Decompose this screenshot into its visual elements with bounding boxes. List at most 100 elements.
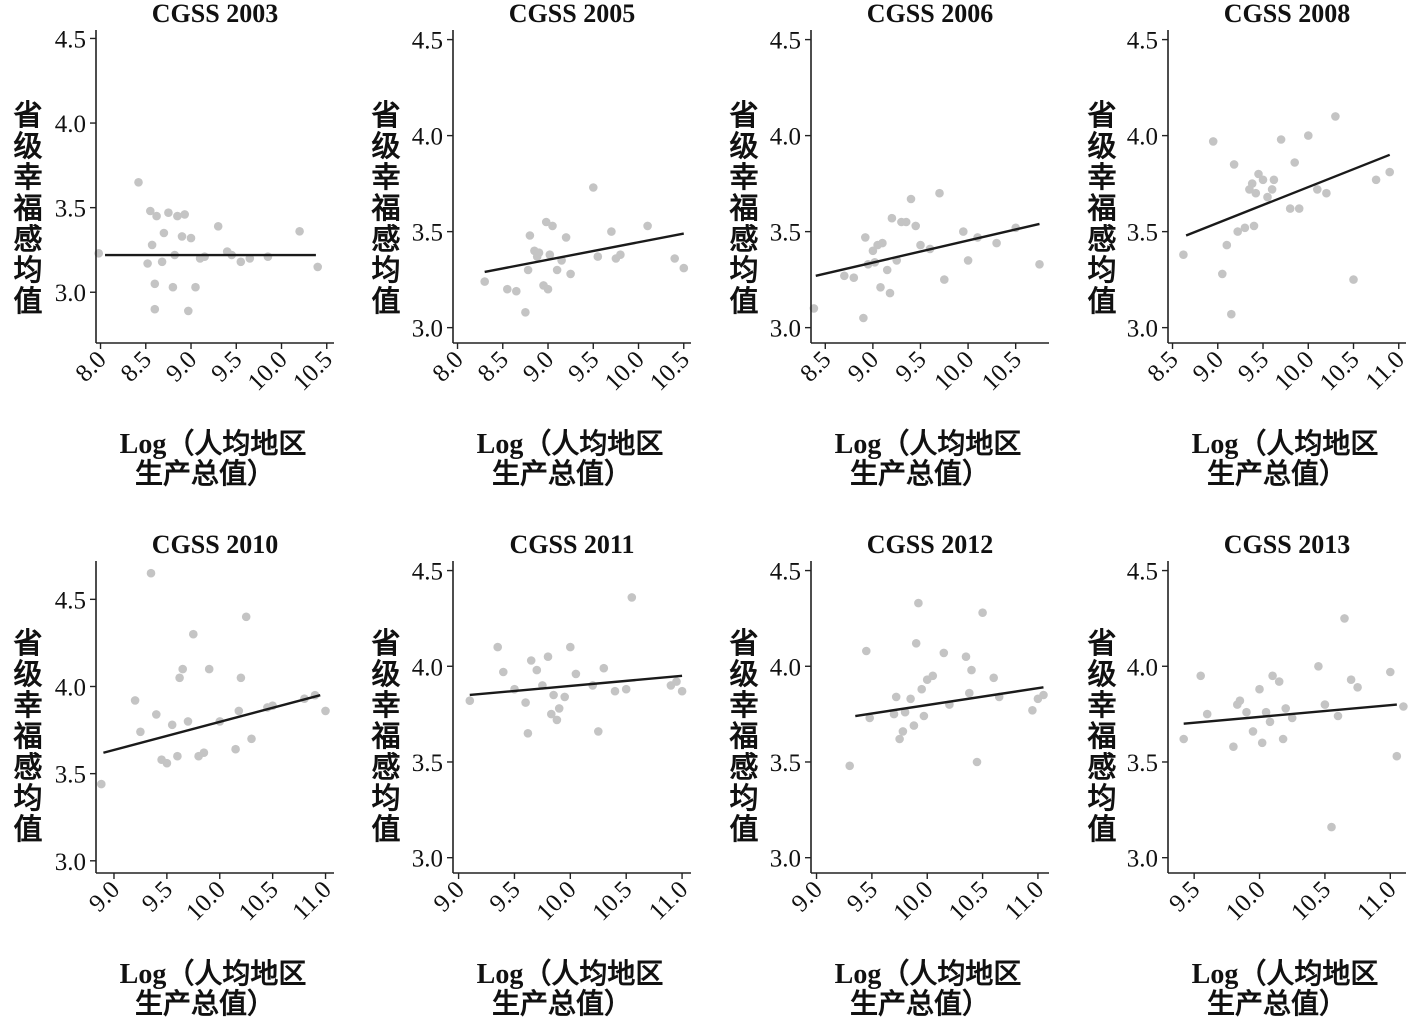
data-point	[178, 664, 187, 674]
y-axis-label: 省级幸福感均值	[12, 99, 42, 318]
y-tick-label: 3.5	[770, 750, 801, 777]
data-point	[891, 692, 901, 702]
x-axis-label: Log（人均地区	[835, 957, 1022, 990]
data-point	[919, 711, 929, 721]
data-point	[523, 729, 533, 738]
data-point	[1331, 112, 1340, 121]
data-point	[184, 306, 193, 316]
data-point	[627, 593, 637, 602]
data-point	[901, 217, 911, 227]
data-point	[236, 257, 246, 267]
data-point	[1269, 175, 1279, 185]
data-point	[150, 279, 160, 289]
y-tick-label: 4.5	[770, 559, 801, 586]
panel-title: CGSS 2005	[509, 0, 635, 28]
x-tick-label: 9.5	[1164, 876, 1205, 917]
data-point	[1353, 683, 1362, 692]
y-tick-label: 4.0	[55, 111, 86, 138]
data-point	[621, 684, 631, 694]
x-tick-label: 10.0	[1269, 346, 1319, 396]
data-point	[164, 208, 173, 217]
y-tick-label: 3.0	[412, 316, 443, 343]
y-tick-label: 3.0	[55, 849, 86, 876]
data-point	[677, 686, 687, 696]
data-point	[1371, 175, 1381, 185]
x-tick-label: 10.0	[532, 876, 582, 926]
data-point	[1314, 662, 1323, 671]
data-point	[1240, 223, 1250, 233]
data-point	[186, 233, 196, 243]
fit-line	[484, 232, 684, 274]
data-point	[1333, 711, 1343, 721]
y-tick-label: 4.5	[55, 587, 86, 614]
panel-title: CGSS 2012	[867, 530, 993, 559]
data-point	[1196, 671, 1205, 681]
data-point	[532, 665, 542, 675]
data-point	[1179, 734, 1188, 744]
x-tick-label: 9.5	[842, 876, 883, 917]
panel-3: CGSS 2006 3.0 3.5 4.0 4.5 8.5 9.0 9.510.010.5 Lo…	[728, 0, 1049, 490]
data-point	[845, 761, 854, 771]
x-tick-label: 10.0	[929, 346, 979, 396]
data-point	[965, 688, 974, 698]
data-point	[321, 706, 330, 716]
data-point	[1327, 822, 1336, 832]
x-axis-label-line2: 生产总值）	[850, 987, 990, 1017]
data-point	[909, 721, 919, 730]
data-point	[162, 758, 172, 768]
data-point	[1251, 188, 1261, 198]
data-point	[882, 265, 892, 275]
data-point	[679, 263, 689, 273]
data-point	[1268, 671, 1277, 681]
data-point	[900, 707, 910, 717]
data-point	[465, 696, 475, 705]
panel-8: CGSS 2013 3.0 3.5 4.0 4.5 9.5 10.0 10.5 11.0 Log（…	[1086, 530, 1408, 1017]
x-tick-label: 9.0	[1188, 346, 1229, 387]
panel-title: CGSS 2003	[152, 0, 278, 28]
x-tick-label: 10.5	[977, 346, 1027, 396]
data-point	[1227, 309, 1236, 319]
data-point	[547, 709, 556, 719]
y-tick-label: 4.5	[1127, 559, 1158, 586]
data-point	[493, 642, 503, 652]
x-axis-label: Log（人均地区	[1192, 427, 1379, 460]
data-point	[480, 277, 490, 286]
data-point	[940, 275, 949, 284]
data-point	[593, 252, 603, 261]
data-point	[670, 254, 679, 263]
data-point	[643, 221, 652, 231]
data-point	[191, 282, 200, 292]
data-point	[917, 684, 926, 694]
data-point	[1218, 269, 1227, 279]
data-point	[972, 757, 982, 767]
x-tick-label: 10.5	[1286, 876, 1336, 926]
data-point	[1257, 738, 1267, 748]
data-point	[157, 257, 167, 267]
panel-5: CGSS 2010 3.0 3.5 4.0 4.5 9.0 9.5 10.0 10.5 11.0 L…	[12, 530, 336, 1017]
y-tick-label: 4.0	[412, 654, 443, 681]
y-tick-label: 3.0	[1127, 316, 1158, 343]
data-point	[1346, 675, 1356, 684]
data-point	[247, 734, 256, 744]
data-point	[204, 664, 214, 674]
data-point	[180, 210, 189, 219]
y-tick-label: 3.0	[770, 316, 801, 343]
data-point	[241, 612, 251, 622]
data-point	[543, 284, 553, 294]
data-point	[961, 652, 971, 661]
data-point	[143, 259, 152, 268]
data-point	[571, 669, 581, 679]
data-point	[878, 238, 887, 248]
data-point	[1258, 175, 1268, 185]
x-axis-label-line2: 生产总值）	[135, 987, 275, 1017]
x-tick-label: 8.5	[795, 346, 836, 387]
data-point	[889, 709, 899, 719]
y-tick-label: 3.5	[412, 220, 443, 247]
data-point	[499, 667, 508, 677]
x-tick-label: 10.0	[181, 876, 231, 926]
panel-title: CGSS 2006	[867, 0, 993, 28]
data-point	[1287, 713, 1297, 723]
data-point	[1386, 667, 1395, 677]
data-point	[1235, 696, 1245, 705]
